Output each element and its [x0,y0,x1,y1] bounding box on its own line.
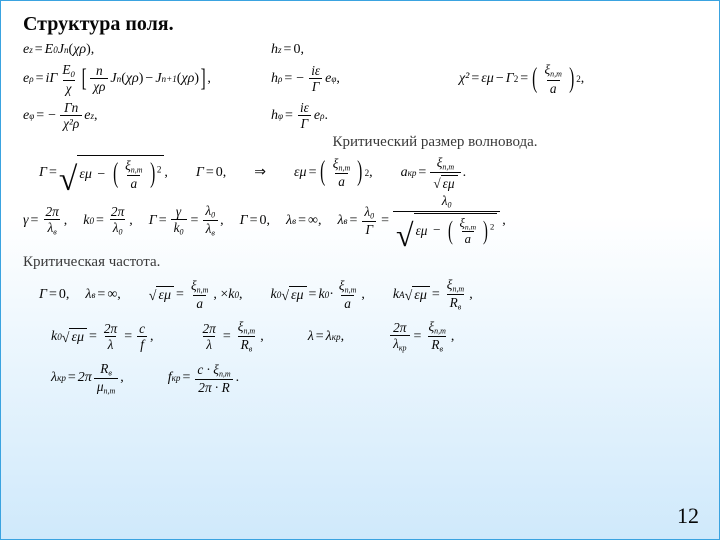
critical-size-line1: Γ = √ εμ − ( ξn,m a ) 2 , Γ =0, ⇒ [23,155,697,192]
eqn-hphi: hφ = iε Γ eρ . [271,100,451,132]
label-critical-frequency: Критическая частота. [23,254,697,271]
critical-freq-line1: Γ =0, λв = ∞ , √εμ = ξn,m a , × k0 , k0 … [23,277,697,313]
eqn-hz: hz = 0, [271,42,451,58]
eqn-erho: eρ = iΓ E0 χ [ n χρ Jn (χρ) − Jn+1 (χρ) … [23,62,263,96]
field-structure-equations: ez = E0 Jn (χρ) , hz = 0, eρ = iΓ E0 χ [ [23,42,697,132]
page-title: Структура поля. [23,13,697,36]
eqn-hrho: hρ = − iε Γ eφ , [271,63,451,95]
critical-freq-line2: k0 √εμ = 2π λ = c f , 2π λ = ξn,m Rв , λ… [23,319,697,355]
critical-size-line2: γ = 2π λв , k0 = 2π λ0 , Γ = γ k0 = λ0 λ… [23,193,697,248]
eqn-chi2: χ² = εμ − Γ2 = ( ξn,m a ) 2 , [459,62,697,96]
label-critical-size: Критический размер волновода. [173,134,697,151]
page-number: 12 [677,503,699,529]
eqn-ephi: eφ = − Γn χ²ρ ez , [23,100,263,132]
critical-freq-line3: λкр = 2π Rв μn,m , fкр = c · ξn,m 2π · R… [23,361,697,397]
eqn-ez: ez = E0 Jn (χρ) , [23,42,263,58]
